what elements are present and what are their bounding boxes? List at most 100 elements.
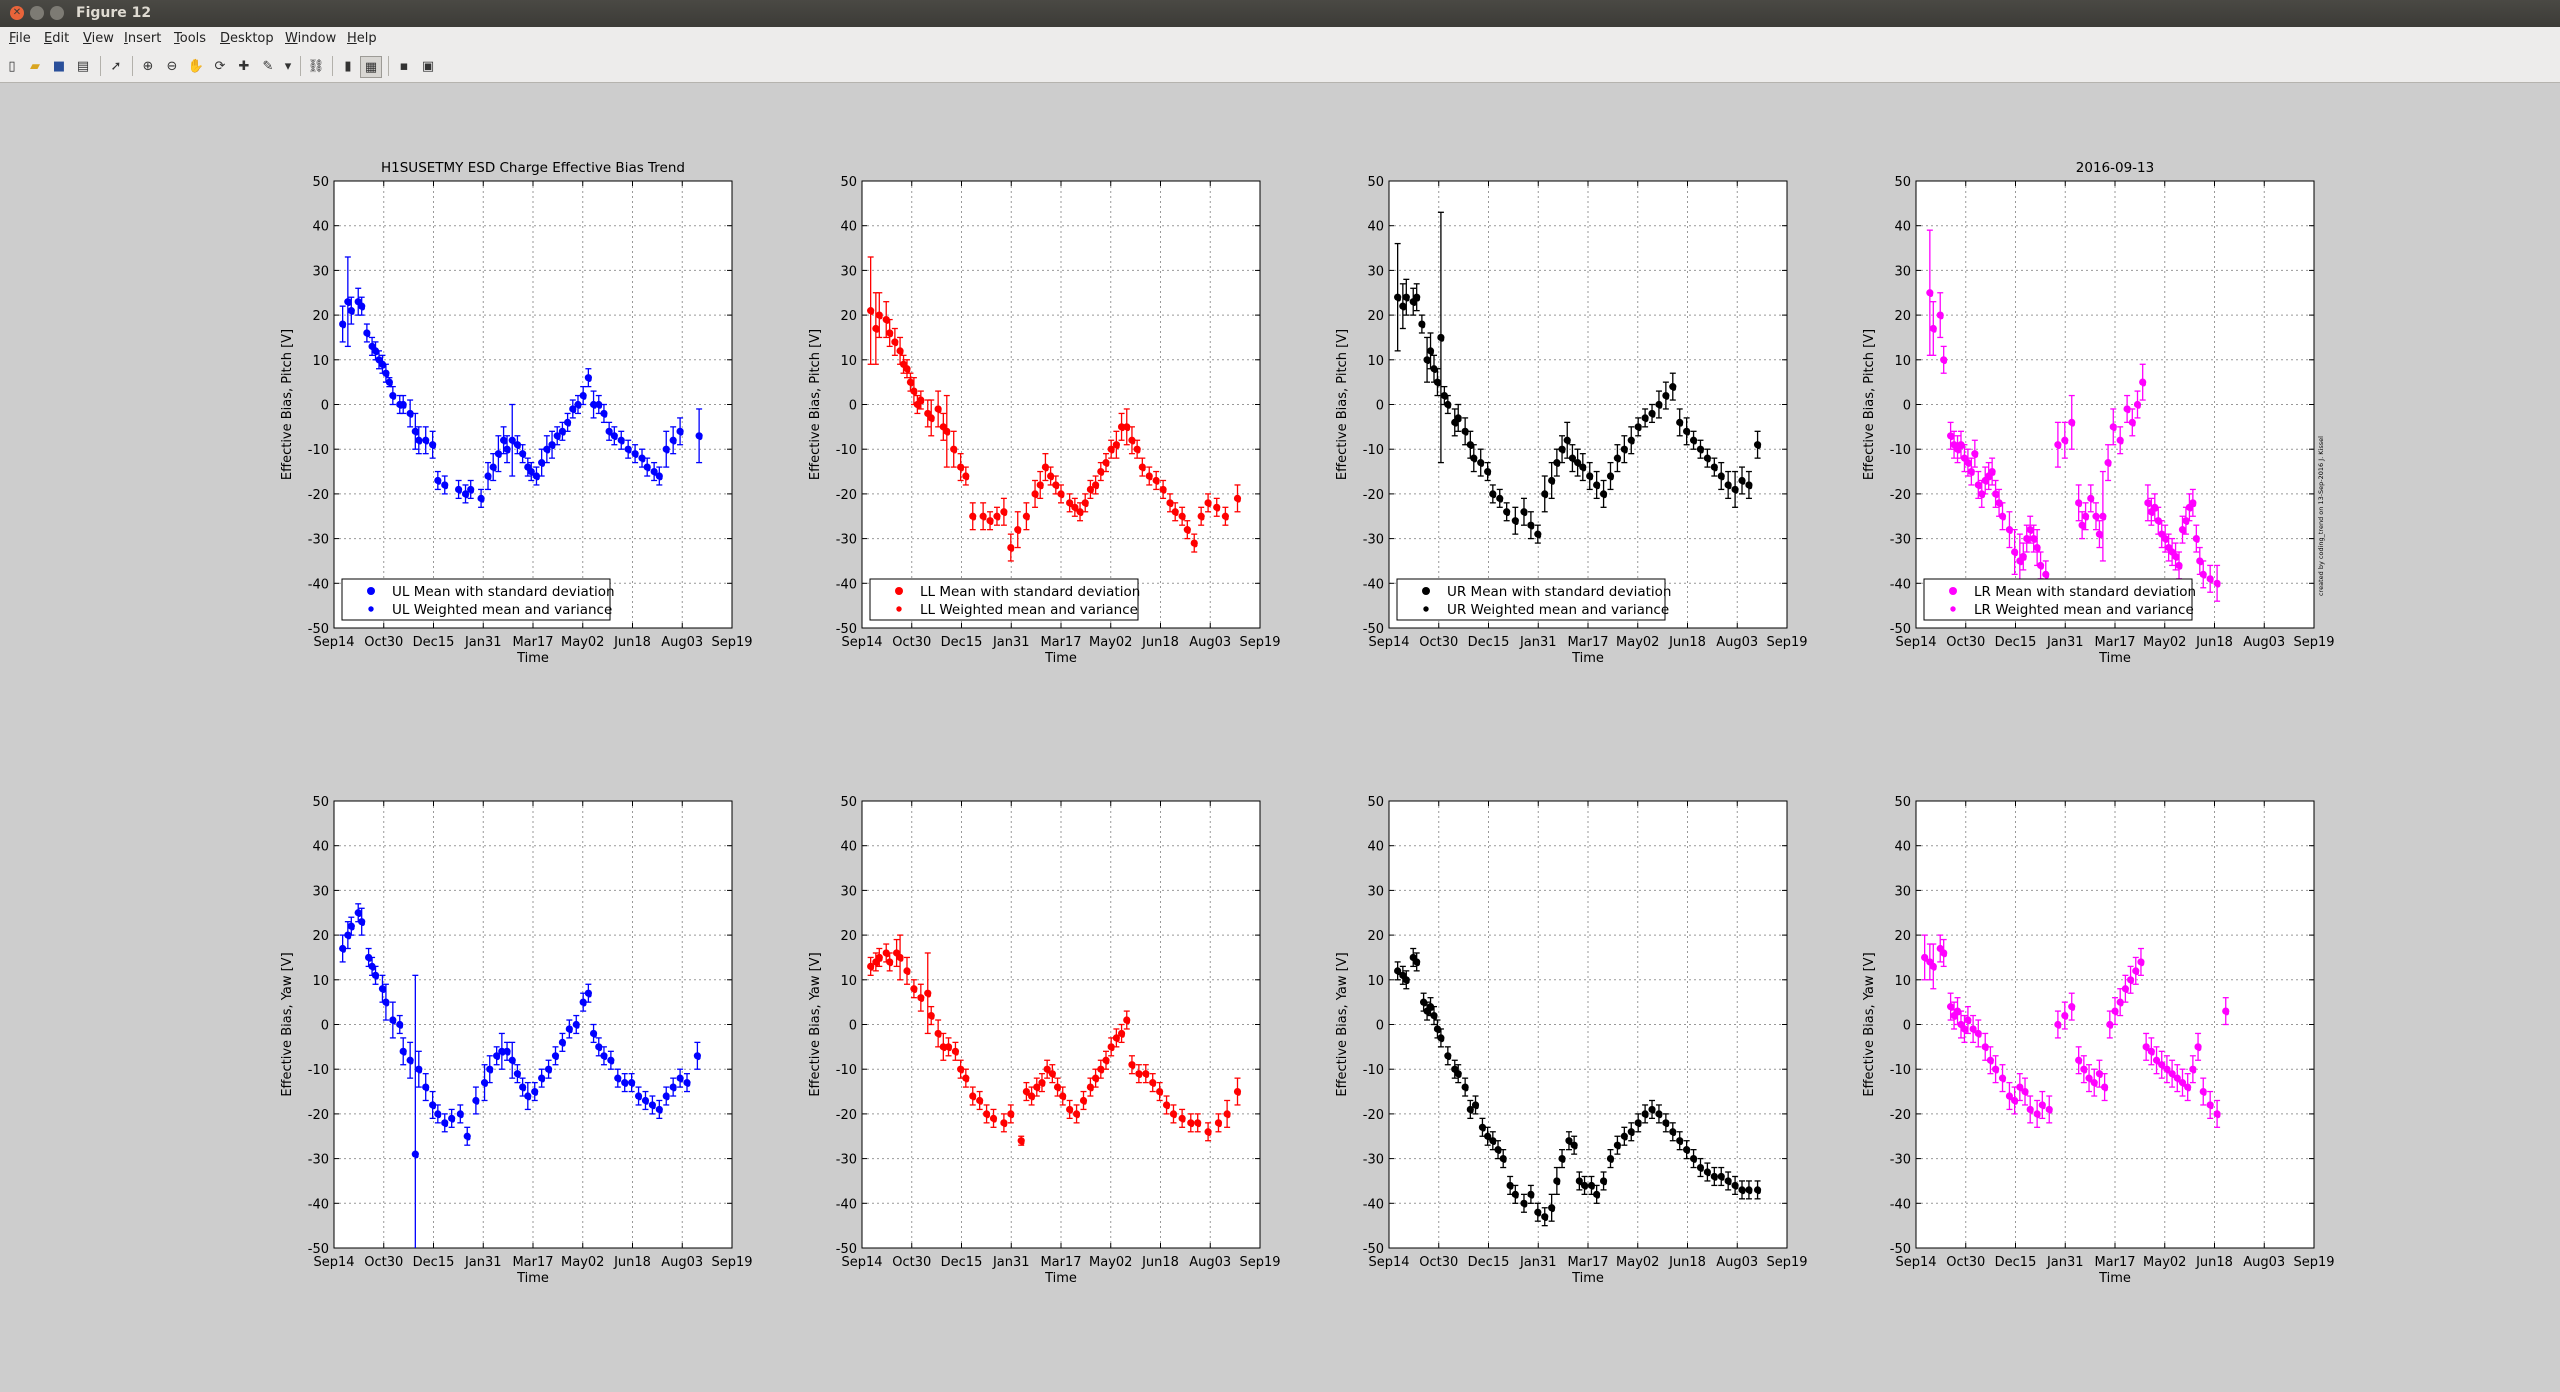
x-tick-label: Sep14 xyxy=(1895,1255,1936,1270)
weighted-point xyxy=(626,448,632,454)
legend-entry: LL Mean with standard deviation xyxy=(920,584,1140,600)
rotate-icon[interactable]: ⟳ xyxy=(214,58,226,74)
minimize-icon[interactable] xyxy=(30,6,44,20)
menu-tools[interactable]: Tools xyxy=(174,31,207,46)
pan-icon[interactable]: ✋ xyxy=(187,58,205,74)
hide-plot-tools-icon[interactable]: ▪ xyxy=(399,58,409,74)
x-tick-label: May02 xyxy=(2143,635,2186,650)
legend-icon[interactable]: ▦ xyxy=(360,56,382,78)
weighted-point xyxy=(495,1055,500,1061)
weighted-point xyxy=(417,439,423,445)
data-series xyxy=(1921,934,2230,1128)
weighted-point xyxy=(1056,1086,1061,1092)
weighted-point xyxy=(1678,1140,1684,1146)
weighted-point xyxy=(1463,431,1469,436)
brush-dropdown-icon[interactable]: ▾ xyxy=(284,58,292,74)
data-cursor-icon[interactable]: ✚ xyxy=(238,58,250,74)
weighted-point xyxy=(2198,560,2204,566)
y-tick-label: 20 xyxy=(1894,929,1911,944)
weighted-point xyxy=(658,475,663,481)
weighted-point xyxy=(1942,359,1947,365)
weighted-point xyxy=(644,1100,649,1105)
weighted-point xyxy=(1685,431,1690,436)
y-tick-label: -20 xyxy=(1363,488,1384,503)
colorbar-icon[interactable]: ▮ xyxy=(344,58,352,74)
weighted-point xyxy=(2041,1104,2046,1110)
x-tick-label: Sep19 xyxy=(711,1255,752,1270)
weighted-point xyxy=(1966,1019,1972,1025)
pointer-icon[interactable]: ➚ xyxy=(110,58,122,74)
weighted-point xyxy=(1565,439,1571,445)
show-plot-tools-icon[interactable]: ▣ xyxy=(421,58,435,74)
y-tick-label: -50 xyxy=(1363,1242,1384,1257)
weighted-point xyxy=(1168,502,1174,508)
weighted-point xyxy=(2021,556,2027,561)
y-tick-label: 30 xyxy=(1894,884,1911,899)
y-tick-label: -50 xyxy=(836,1242,857,1257)
x-tick-label: Jan31 xyxy=(1519,1255,1557,1270)
weighted-point xyxy=(1623,1135,1628,1141)
weighted-point xyxy=(1068,1109,1073,1114)
y-tick-label: -50 xyxy=(1890,622,1911,637)
print-icon[interactable]: ▤ xyxy=(76,58,90,74)
weighted-point xyxy=(2035,547,2041,552)
weighted-point xyxy=(1446,404,1452,409)
menu-view[interactable]: View xyxy=(83,31,114,46)
y-tick-label: -20 xyxy=(836,488,857,503)
weighted-point xyxy=(1044,466,1049,472)
y-tick-label: -40 xyxy=(308,577,329,592)
weighted-point xyxy=(1061,1095,1067,1101)
weighted-point xyxy=(2208,578,2214,584)
weighted-point xyxy=(1456,417,1462,423)
weighted-point xyxy=(929,1015,935,1020)
brush-icon[interactable]: ✎ xyxy=(262,58,274,74)
weighted-point xyxy=(2063,439,2069,445)
y-tick-label: 10 xyxy=(312,354,329,369)
weighted-point xyxy=(464,493,469,499)
weighted-point xyxy=(2163,538,2169,543)
menu-file[interactable]: File xyxy=(9,31,31,46)
weighted-point xyxy=(981,515,987,521)
zoom-out-icon[interactable]: ⊖ xyxy=(166,58,178,74)
y-tick-label: 30 xyxy=(1367,264,1384,279)
y-tick-label: 40 xyxy=(840,220,857,235)
weighted-point xyxy=(1059,493,1065,499)
menu-help[interactable]: Help xyxy=(347,31,377,46)
weighted-point xyxy=(1429,1006,1434,1011)
close-icon[interactable]: ✕ xyxy=(10,6,24,20)
weighted-point xyxy=(1650,1109,1656,1114)
weighted-point xyxy=(581,1001,587,1007)
weighted-point xyxy=(1643,1113,1649,1119)
weighted-point xyxy=(1425,359,1431,365)
data-series xyxy=(339,256,703,508)
menu-desktop[interactable]: Desktop xyxy=(220,31,274,46)
weighted-point xyxy=(1120,1033,1125,1038)
x-axis-label: Time xyxy=(1044,1271,1077,1286)
weighted-point xyxy=(2131,422,2136,427)
y-axis-label: Effective Bias, Pitch [V] xyxy=(1335,329,1350,480)
weighted-point xyxy=(408,413,414,418)
maximize-icon[interactable] xyxy=(50,6,64,20)
new-figure-icon[interactable]: ▯ xyxy=(8,58,16,74)
x-tick-label: Dec15 xyxy=(413,1255,455,1270)
weighted-point xyxy=(1543,1216,1549,1222)
weighted-point xyxy=(1165,1104,1170,1110)
weighted-point xyxy=(1180,1118,1186,1123)
y-tick-label: 0 xyxy=(1376,1019,1384,1034)
y-tick-label: 10 xyxy=(1367,974,1384,989)
zoom-in-icon[interactable]: ⊕ xyxy=(142,58,154,74)
open-icon[interactable]: ▰ xyxy=(30,58,40,74)
weighted-point xyxy=(488,1068,494,1074)
weighted-point xyxy=(1678,422,1684,427)
menu-insert[interactable]: Insert xyxy=(124,31,162,46)
save-icon[interactable]: ■ xyxy=(52,58,66,74)
weighted-point xyxy=(1505,511,1510,517)
weighted-point xyxy=(2111,426,2117,432)
menu-edit[interactable]: Edit xyxy=(44,31,70,46)
link-icon[interactable]: ⛓ xyxy=(307,58,325,74)
weighted-point xyxy=(1411,301,1417,306)
weighted-point xyxy=(936,1033,942,1038)
weighted-point xyxy=(360,305,365,311)
menu-window[interactable]: Window xyxy=(285,31,337,46)
x-tick-label: Oct30 xyxy=(1946,1255,1985,1270)
